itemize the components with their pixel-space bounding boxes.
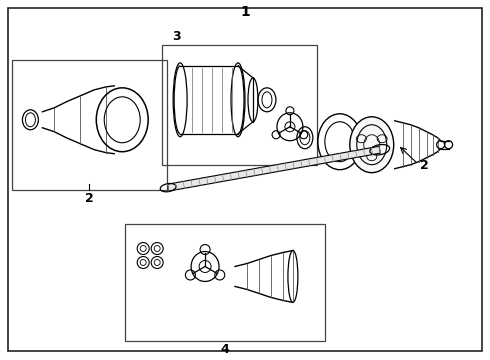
Ellipse shape xyxy=(350,117,394,173)
Text: 2: 2 xyxy=(419,159,428,172)
Text: 3: 3 xyxy=(172,30,181,43)
Text: 4: 4 xyxy=(220,343,229,356)
Bar xyxy=(162,45,317,165)
Bar xyxy=(12,60,167,190)
Bar xyxy=(125,224,325,341)
Text: 2: 2 xyxy=(85,192,94,204)
Polygon shape xyxy=(168,146,380,191)
Text: 1: 1 xyxy=(240,5,250,19)
